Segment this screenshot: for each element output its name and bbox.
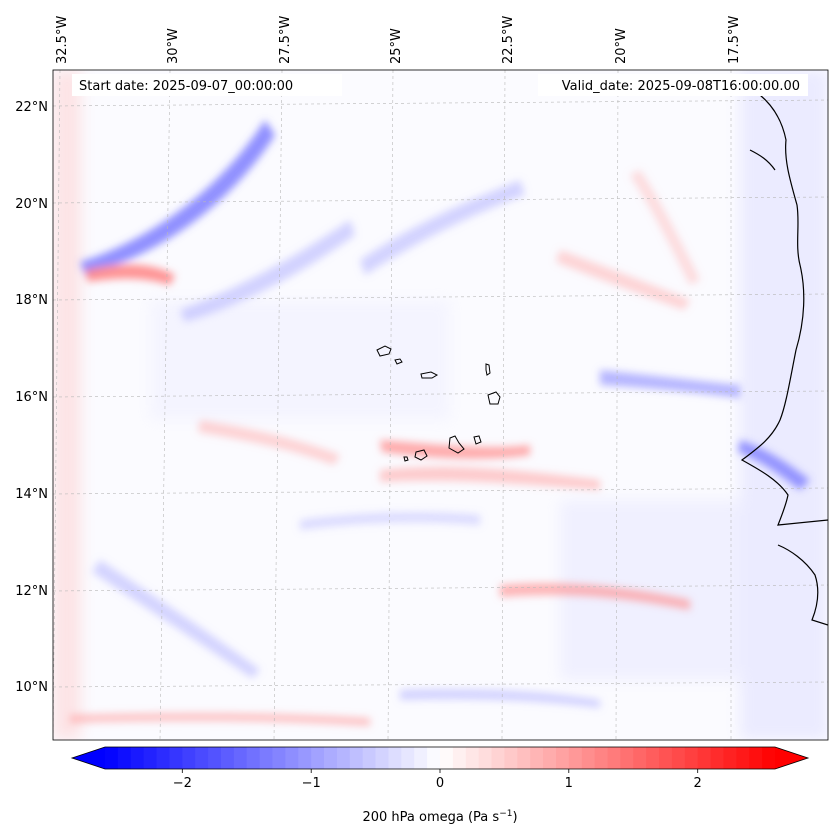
colorbar-outline	[70, 746, 810, 770]
lat-label: 20°N	[15, 197, 48, 212]
colorbar-cell	[607, 747, 621, 769]
colorbar-cell	[285, 747, 299, 769]
colorbar-cell	[452, 747, 467, 769]
colorbar-cell	[298, 747, 312, 769]
graticule	[53, 70, 828, 740]
colorbar-cell	[375, 747, 390, 769]
colorbar-cell	[324, 747, 338, 769]
colorbar-cell	[659, 747, 673, 769]
colorbar-cell	[169, 747, 183, 769]
colorbar-extend-max	[775, 747, 808, 769]
colorbar-cell	[594, 747, 609, 769]
lon-label: 22.5°W	[501, 16, 516, 64]
colorbar-ticks: −2 −1 0 1 2	[173, 769, 702, 791]
coastline	[740, 94, 828, 626]
colorbar-tick-label: 1	[565, 776, 573, 791]
colorbar-cell	[156, 747, 171, 769]
lat-label: 14°N	[15, 487, 48, 502]
colorbar-cells	[105, 747, 776, 769]
colorbar-cell	[710, 747, 725, 769]
colorbar-tick-label: 2	[694, 776, 702, 791]
lon-label: 25°W	[389, 28, 404, 64]
lat-label: 10°N	[15, 680, 48, 695]
lat-label: 18°N	[15, 293, 48, 308]
colorbar-cell	[259, 747, 274, 769]
colorbar-cell	[581, 747, 596, 769]
lon-label: 30°W	[166, 28, 181, 64]
colorbar-cell	[362, 747, 377, 769]
colorbar-cell	[311, 747, 325, 769]
colorbar-cell	[530, 747, 544, 769]
colorbar-cell	[272, 747, 286, 769]
lon-label: 17.5°W	[727, 16, 742, 64]
colorbar-cell	[233, 747, 248, 769]
colorbar-cell	[543, 747, 557, 769]
colorbar-cell	[117, 747, 132, 769]
lon-label: 20°W	[614, 28, 629, 64]
colorbar-cell	[401, 747, 415, 769]
lon-label: 32.5°W	[55, 16, 70, 64]
colorbar-cell	[568, 747, 583, 769]
colorbar-cell	[440, 747, 454, 769]
colorbar-cell	[749, 747, 763, 769]
colorbar-cell	[143, 747, 158, 769]
colorbar: −2 −1 0 1 2 200 hPa omega (Pa s−1)	[70, 746, 810, 825]
colorbar-cell	[620, 747, 634, 769]
cape-verde-islands	[376, 345, 501, 462]
colorbar-cell	[349, 747, 364, 769]
colorbar-tick-label: 0	[436, 776, 444, 791]
longitude-labels: 32.5°W 30°W 27.5°W 25°W 22.5°W 20°W 17.5…	[55, 16, 742, 64]
colorbar-tick-label: −2	[173, 776, 192, 791]
colorbar-cell	[762, 747, 776, 769]
colorbar-cell	[491, 747, 506, 769]
colorbar-cell	[195, 747, 209, 769]
colorbar-cell	[336, 747, 351, 769]
lat-label: 16°N	[15, 390, 48, 405]
colorbar-cell	[105, 747, 119, 769]
start-date-box	[72, 74, 342, 96]
lon-label: 27.5°W	[278, 16, 293, 64]
colorbar-cell	[478, 747, 493, 769]
colorbar-cell	[388, 747, 402, 769]
colorbar-cell	[517, 747, 531, 769]
colorbar-cell	[633, 747, 647, 769]
lat-label: 22°N	[15, 100, 48, 115]
map-frame	[52, 69, 829, 741]
colorbar-cell	[130, 747, 145, 769]
colorbar-cell	[697, 747, 712, 769]
colorbar-cell	[182, 747, 196, 769]
colorbar-extend-min	[72, 747, 105, 769]
colorbar-cell	[671, 747, 686, 769]
omega-field	[53, 70, 828, 740]
map-panel: Start date: 2025-09-07_00:00:00 Valid_da…	[52, 69, 829, 741]
valid-date-box	[538, 74, 808, 96]
colorbar-cell	[684, 747, 699, 769]
colorbar-cell	[736, 747, 750, 769]
valid-date-label: Valid_date: 2025-09-08T16:00:00.00	[562, 79, 800, 94]
colorbar-cell	[465, 747, 480, 769]
colorbar-cell	[414, 747, 428, 769]
colorbar-cell	[246, 747, 261, 769]
colorbar-cell	[427, 747, 441, 769]
colorbar-cell	[504, 747, 518, 769]
colorbar-cell	[555, 747, 570, 769]
lat-label: 12°N	[15, 584, 48, 599]
colorbar-label: 200 hPa omega (Pa s−1)	[362, 809, 517, 825]
colorbar-cell	[723, 747, 737, 769]
latitude-labels: 22°N 20°N 18°N 16°N 14°N 12°N 10°N	[15, 100, 48, 695]
colorbar-cell	[646, 747, 660, 769]
colorbar-cell	[208, 747, 222, 769]
colorbar-cell	[220, 747, 235, 769]
start-date-label: Start date: 2025-09-07_00:00:00	[79, 79, 293, 94]
colorbar-tick-label: −1	[302, 776, 321, 791]
